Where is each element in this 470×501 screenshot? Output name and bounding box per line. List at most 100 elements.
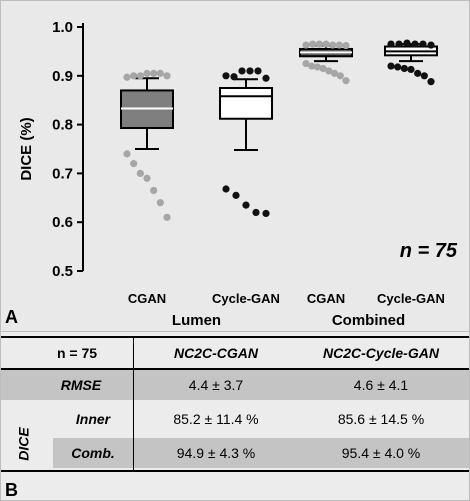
table-panel: n = 75 NC2C-CGAN NC2C-Cycle-GAN RMSE 4.4… bbox=[0, 331, 470, 501]
chart-axes: 0.5 0.6 0.7 0.8 0.9 1.0 DICE (%) bbox=[18, 19, 84, 280]
outlier-point bbox=[394, 63, 402, 71]
outlier-point bbox=[313, 63, 322, 71]
table-top-rule bbox=[1, 336, 469, 338]
outlier-point bbox=[419, 40, 427, 48]
table-row-inner: Inner 85.2 ± 11.4 % 85.6 ± 14.5 % bbox=[1, 404, 469, 434]
y-tick-label: 0.5 bbox=[52, 263, 73, 280]
outlier-point bbox=[163, 72, 171, 80]
outlier-point bbox=[246, 67, 254, 75]
outlier-point bbox=[130, 160, 138, 168]
x-tick-label: Cycle-GAN bbox=[377, 291, 445, 306]
outlier-point bbox=[222, 185, 230, 193]
outlier-point bbox=[262, 74, 270, 82]
comb-row-shade bbox=[53, 438, 469, 468]
table-column-divider bbox=[133, 336, 134, 470]
rmse-label: RMSE bbox=[60, 377, 102, 393]
panel-label-b: B bbox=[5, 480, 18, 500]
y-tick-label: 0.7 bbox=[52, 165, 73, 182]
x-tick-label: Cycle-GAN bbox=[212, 291, 280, 306]
outlier-point bbox=[403, 39, 411, 47]
outlier-point bbox=[262, 209, 270, 218]
outlier-point bbox=[156, 199, 164, 207]
outlier-point bbox=[309, 40, 317, 48]
y-tick-label: 0.9 bbox=[52, 68, 73, 85]
outlier-point bbox=[123, 150, 131, 158]
outlier-point bbox=[336, 72, 344, 80]
box-2 bbox=[219, 87, 273, 120]
outlier-point bbox=[222, 72, 230, 80]
table-header-row: n = 75 NC2C-CGAN NC2C-Cycle-GAN bbox=[1, 338, 469, 368]
outlier-point bbox=[302, 41, 310, 49]
outlier-point bbox=[387, 40, 395, 48]
results-table: n = 75 NC2C-CGAN NC2C-Cycle-GAN RMSE 4.4… bbox=[1, 332, 469, 472]
rmse-row-shade bbox=[1, 370, 469, 400]
group-label-lumen: Lumen bbox=[172, 312, 221, 329]
panel-label-a: A bbox=[5, 307, 18, 327]
outlier-point bbox=[136, 169, 144, 177]
inner-cgan: 85.2 ± 11.4 % bbox=[173, 411, 259, 427]
chart-points bbox=[123, 39, 435, 221]
outlier-point bbox=[427, 78, 435, 86]
outlier-point bbox=[252, 208, 260, 217]
inner-cycle-gan: 85.6 ± 14.5 % bbox=[337, 411, 425, 427]
table-bottom-rule bbox=[1, 470, 469, 472]
outlier-point bbox=[387, 62, 395, 70]
outlier-point bbox=[395, 40, 403, 48]
outlier-point bbox=[232, 191, 240, 199]
outlier-point bbox=[330, 69, 339, 77]
outlier-point bbox=[163, 213, 171, 221]
chart-boxes bbox=[120, 43, 438, 151]
outlier-point bbox=[156, 69, 164, 77]
chart-panel: 0.5 0.6 0.7 0.8 0.9 1.0 DICE (%) CGAN Cycle-GAN… bbox=[0, 0, 470, 332]
outlier-point bbox=[150, 69, 158, 77]
outlier-point bbox=[400, 64, 408, 73]
outlier-point bbox=[329, 41, 337, 49]
outlier-point bbox=[407, 65, 415, 74]
comb-cycle-gan: 95.4 ± 4.0 % bbox=[341, 445, 421, 461]
column-header-cgan: NC2C-CGAN bbox=[174, 345, 258, 361]
outlier-point bbox=[308, 62, 316, 70]
table-row-comb: Comb. 94.9 ± 4.3 % 95.4 ± 4.0 % bbox=[1, 438, 469, 468]
outlier-point bbox=[427, 41, 435, 49]
outlier-point bbox=[130, 72, 138, 80]
outlier-point bbox=[342, 77, 350, 85]
n-label: n = 75 bbox=[56, 345, 98, 361]
outlier-point bbox=[302, 60, 310, 68]
y-axis-title: DICE (%) bbox=[18, 117, 35, 180]
outlier-point bbox=[325, 67, 333, 75]
outlier-point bbox=[143, 69, 151, 77]
inner-label: Inner bbox=[75, 411, 111, 427]
y-tick-label: 1.0 bbox=[52, 19, 73, 36]
x-tick-label: CGAN bbox=[307, 291, 345, 306]
outlier-point bbox=[123, 73, 131, 81]
comb-label: Comb. bbox=[71, 445, 115, 461]
outlier-point bbox=[143, 174, 151, 182]
outlier-point bbox=[230, 73, 238, 81]
y-tick-label: 0.8 bbox=[52, 117, 73, 134]
outlier-point bbox=[322, 40, 330, 48]
group-label-combined: Combined bbox=[332, 312, 405, 329]
outlier-point bbox=[315, 40, 323, 48]
sample-size-annotation: n = 75 bbox=[400, 240, 458, 262]
comb-cgan: 94.9 ± 4.3 % bbox=[176, 445, 256, 461]
outlier-point bbox=[335, 41, 343, 49]
outlier-point bbox=[150, 186, 158, 195]
rmse-cgan: 4.4 ± 3.7 bbox=[188, 377, 244, 393]
x-tick-label: CGAN bbox=[128, 291, 166, 306]
outlier-point bbox=[136, 72, 144, 80]
outlier-point bbox=[254, 67, 262, 75]
column-header-cycle-gan: NC2C-Cycle-GAN bbox=[323, 345, 439, 361]
table-header-rule bbox=[1, 368, 469, 370]
outlier-point bbox=[238, 67, 246, 75]
chart-labels: CGAN Cycle-GAN CGAN Cycle-GAN Lumen Combined n… bbox=[128, 240, 458, 329]
outlier-point bbox=[319, 64, 327, 73]
outlier-point bbox=[411, 40, 419, 48]
rmse-cycle-gan: 4.6 ± 4.1 bbox=[353, 377, 409, 393]
table-row-rmse: RMSE 4.4 ± 3.7 4.6 ± 4.1 bbox=[1, 370, 469, 400]
y-tick-label: 0.6 bbox=[52, 214, 73, 231]
outlier-point bbox=[420, 72, 428, 80]
box-plot-chart: 0.5 0.6 0.7 0.8 0.9 1.0 DICE (%) CGAN Cycle-GAN… bbox=[18, 19, 458, 329]
outlier-point bbox=[242, 201, 250, 209]
outlier-point bbox=[414, 69, 422, 77]
outlier-point bbox=[342, 41, 350, 50]
